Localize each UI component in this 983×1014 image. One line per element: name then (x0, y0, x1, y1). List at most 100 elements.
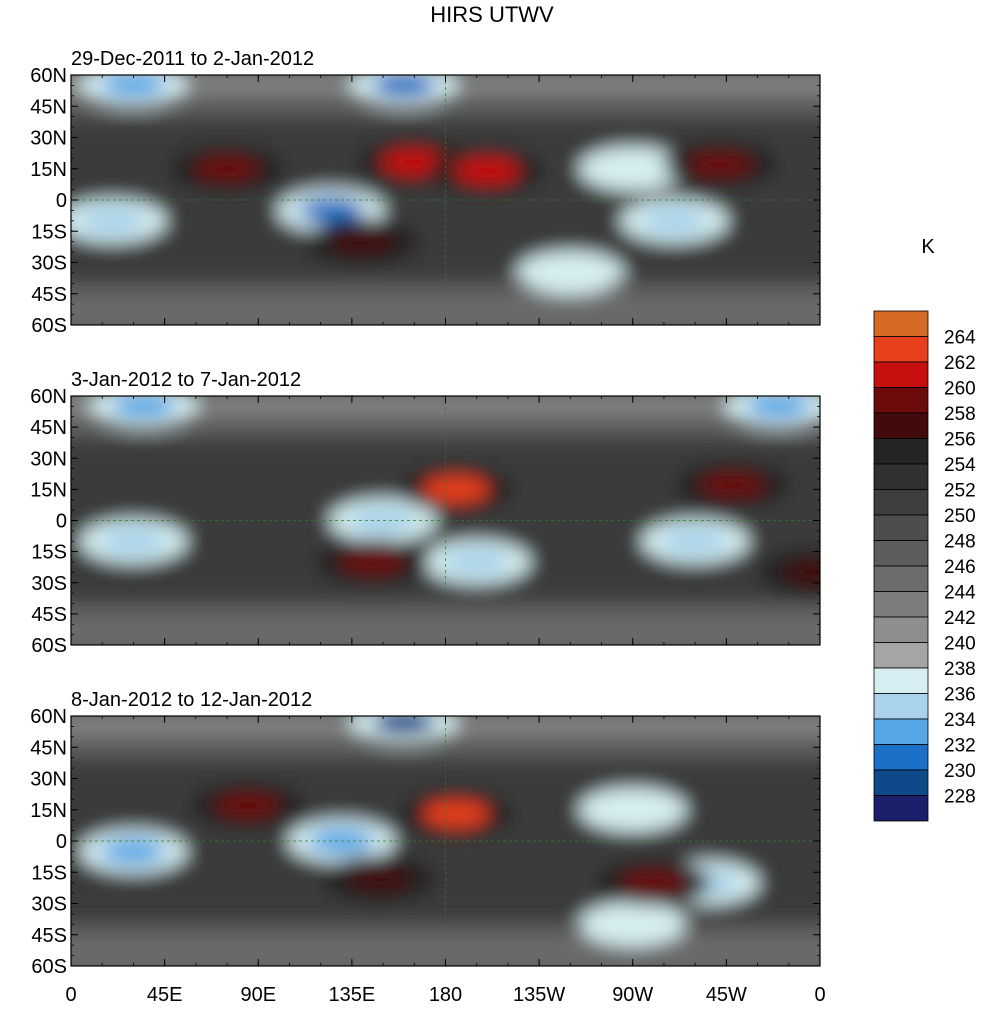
colorbar-box (873, 361, 929, 388)
lat-tick-label: 45S (31, 604, 67, 626)
lon-tick-label: 180 (429, 984, 462, 1006)
humidity-minimum (80, 208, 145, 234)
colorbar-box (873, 642, 929, 669)
colorbar-label: 244 (944, 583, 976, 604)
lat-tick-label: 60N (30, 706, 67, 728)
colorbar: 228 230 232 234 236 238 240 242 244 246 248 250 252 2… (873, 236, 976, 822)
humidity-maximum (422, 475, 490, 503)
contour-field (71, 396, 820, 645)
lat-tick-label: 45S (31, 284, 67, 306)
colorbar-box (873, 667, 929, 694)
lat-tick-label: 0 (56, 831, 67, 853)
lat-tick-label: 60S (31, 956, 67, 978)
humidity-minimum (444, 549, 509, 575)
panel-title: 3-Jan-2012 to 7-Jan-2012 (71, 369, 301, 391)
humidity-maximum (453, 157, 521, 185)
lon-tick-label: 135W (513, 984, 565, 1006)
colorbar-box (873, 718, 929, 745)
humidity-minimum (663, 528, 728, 555)
lat-tick-label: 30S (31, 573, 67, 595)
colorbar-label: 234 (944, 710, 976, 731)
panel-title: 8-Jan-2012 to 12-Jan-2012 (71, 689, 312, 711)
lat-tick-label: 45N (30, 417, 67, 439)
lon-tick-label: 0 (814, 984, 825, 1006)
colorbar-box (873, 438, 929, 465)
lat-tick-label: 30S (31, 894, 67, 916)
lat-tick-label: 60N (30, 65, 67, 87)
humidity-minimum (111, 396, 176, 420)
lon-tick-label: 45E (147, 984, 183, 1006)
lat-tick-label: 60S (31, 315, 67, 337)
lat-tick-label: 15S (31, 221, 67, 243)
lat-tick-label: 45S (31, 925, 67, 947)
humidity-minimum (101, 75, 166, 99)
colorbar-label: 252 (944, 481, 976, 502)
panels-group: 29-Dec-2011 to 2-Jan-201260N45N30N15N015… (30, 48, 825, 1006)
humidity-minimum (642, 208, 707, 234)
humidity-maximum (193, 155, 261, 183)
lon-tick-label: 90W (612, 984, 653, 1006)
colorbar-box (873, 387, 929, 414)
lon-tick-label: 0 (65, 984, 76, 1006)
lat-tick-label: 15S (31, 542, 67, 564)
colorbar-label: 238 (944, 659, 976, 680)
colorbar-box (873, 412, 929, 439)
lat-tick-label: 0 (56, 190, 67, 212)
colorbar-box (873, 514, 929, 541)
lat-tick-label: 15N (30, 800, 67, 822)
colorbar-box (873, 795, 929, 822)
colorbar-label: 248 (944, 532, 976, 553)
colorbar-label: 264 (944, 328, 976, 349)
lat-tick-label: 60N (30, 386, 67, 408)
lat-tick-label: 15N (30, 159, 67, 181)
lon-tick-label: 135E (329, 984, 376, 1006)
colorbar-label: 232 (944, 736, 976, 757)
humidity-minimum (101, 528, 166, 555)
humidity-minimum (600, 155, 665, 182)
chart-title: HIRS UTWV (430, 2, 554, 27)
humidity-maximum (339, 548, 407, 576)
colorbar-box (873, 744, 929, 771)
colorbar-label: 258 (944, 404, 976, 425)
colorbar-box (873, 616, 929, 643)
colorbar-label: 242 (944, 608, 976, 629)
colorbar-label: 240 (944, 634, 976, 655)
humidity-minimum (371, 75, 436, 99)
colorbar-label: 250 (944, 506, 976, 527)
colorbar-units: K (921, 236, 935, 258)
colorbar-box (873, 463, 929, 490)
humidity-minimum (538, 260, 603, 286)
colorbar-label: 262 (944, 353, 976, 374)
colorbar-label: 228 (944, 787, 976, 808)
humidity-maximum (345, 865, 413, 892)
lat-tick-label: 30N (30, 448, 67, 470)
humidity-maximum (214, 792, 282, 820)
colorbar-box (873, 565, 929, 592)
humidity-minimum (600, 911, 665, 938)
colorbar-label: 256 (944, 430, 976, 451)
colorbar-box (873, 310, 929, 337)
colorbar-box (873, 591, 929, 618)
lat-tick-label: 45N (30, 737, 67, 759)
lon-tick-label: 90E (240, 984, 276, 1006)
humidity-minimum (600, 796, 665, 823)
colorbar-label: 254 (944, 455, 976, 476)
colorbar-box (873, 540, 929, 567)
lon-tick-label: 45W (706, 984, 747, 1006)
contour-field (71, 75, 820, 325)
humidity-maximum (699, 471, 767, 499)
lat-tick-label: 30N (30, 128, 67, 150)
lat-tick-label: 30S (31, 253, 67, 275)
humidity-minimum (746, 396, 811, 420)
colorbar-label: 236 (944, 685, 976, 706)
humidity-minimum (299, 197, 364, 224)
lat-tick-label: 0 (56, 511, 67, 533)
colorbar-box (873, 693, 929, 720)
colorbar-label: 230 (944, 761, 976, 782)
lat-tick-label: 15S (31, 862, 67, 884)
lat-tick-label: 30N (30, 769, 67, 791)
